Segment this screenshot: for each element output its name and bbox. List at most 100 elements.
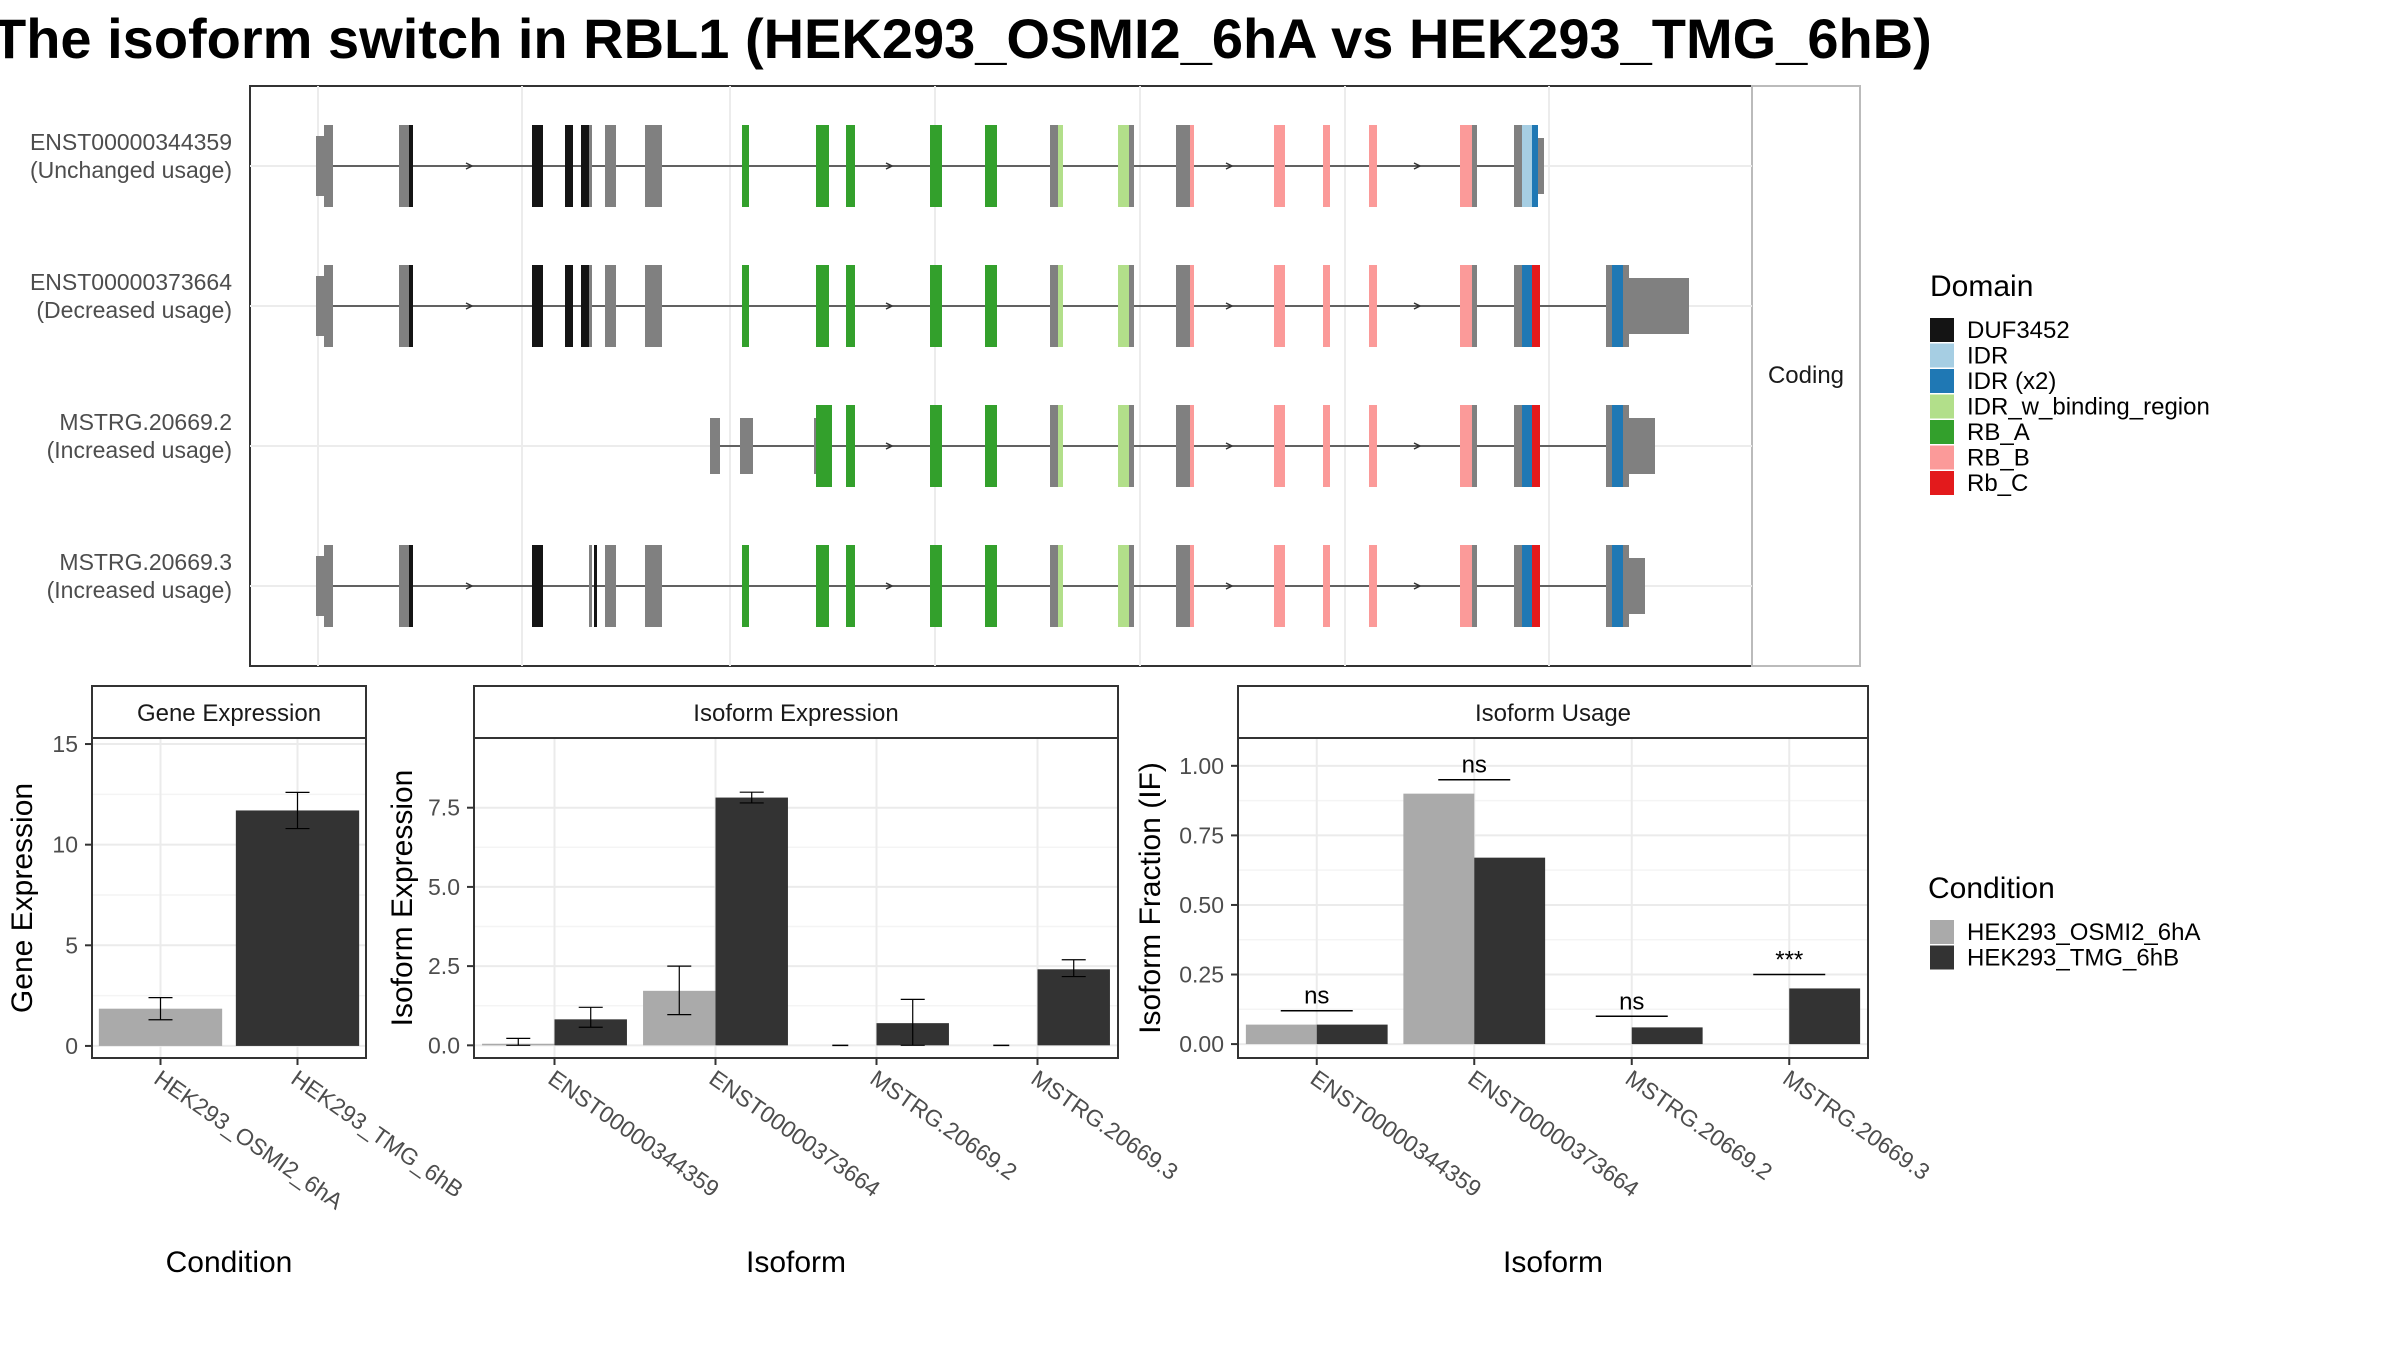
legend-item-label: IDR (x2) (1967, 368, 2056, 395)
exon-segment (846, 405, 855, 487)
exon-segment (409, 125, 413, 207)
exon-segment (1274, 265, 1285, 347)
legend-item-label: IDR (1967, 343, 2008, 370)
exon-segment (649, 265, 662, 347)
exon-segment (816, 545, 829, 627)
y-tick-label: 10 (52, 832, 78, 858)
exon-segment (1612, 545, 1623, 627)
exon-segment (581, 265, 589, 347)
exon-segment (1118, 265, 1129, 347)
exon-segment (930, 265, 942, 347)
exon-segment (605, 265, 616, 347)
exon-segment (1606, 405, 1612, 487)
exon-segment (605, 545, 616, 627)
exon-segment (1460, 405, 1472, 487)
exon-segment (409, 265, 413, 347)
exon-segment (1629, 278, 1689, 334)
exon-segment (1058, 125, 1063, 207)
exon-segment (1050, 545, 1058, 627)
transcript-track (316, 125, 1544, 207)
condition-legend-title: Condition (1928, 872, 2055, 905)
x-tick-label: ENST00000344359 (1306, 1065, 1486, 1202)
exon-segment (742, 125, 749, 207)
y-tick-label: 0.50 (1179, 892, 1224, 918)
transcript-usage-label: (Decreased usage) (36, 297, 232, 323)
exon-segment (1612, 405, 1623, 487)
bar (1403, 793, 1475, 1045)
exon-segment (1176, 545, 1190, 627)
exon-segment (1369, 265, 1377, 347)
exon-segment (1623, 265, 1629, 347)
x-tick-label: ENST00000373664 (705, 1065, 886, 1202)
structure-panel: Coding ENST00000344359(Unchanged usage) E… (30, 85, 1861, 667)
legend-swatch (1930, 343, 1954, 368)
exon-segment (846, 125, 855, 207)
panel-strip (473, 685, 1119, 739)
exon-segment (1118, 125, 1129, 207)
exon-segment (1274, 405, 1285, 487)
exon-segment (985, 125, 997, 207)
exon-segment (1129, 545, 1134, 627)
exon-segment (985, 405, 997, 487)
y-tick-label: 0 (65, 1033, 78, 1059)
x-tick-label: ENST00000373664 (1463, 1065, 1644, 1202)
exon-segment (985, 545, 997, 627)
x-tick-label: MSTRG.20669.2 (1621, 1065, 1777, 1185)
exon-segment (930, 405, 942, 487)
panel-background (1238, 738, 1868, 1058)
exon-segment (1050, 405, 1058, 487)
transcript-id-label: MSTRG.20669.3 (59, 549, 232, 575)
exon-segment (565, 265, 573, 347)
exon-segment (816, 405, 829, 487)
bar (1245, 1024, 1317, 1045)
bar (1789, 988, 1861, 1045)
exon-segment (1522, 125, 1532, 207)
x-axis-label: Isoform (746, 1246, 846, 1279)
strand-arrow (1225, 162, 1234, 170)
transcript-track (316, 265, 1689, 347)
y-tick-label: 0.25 (1179, 962, 1224, 988)
structure-facet-strip (1751, 85, 1861, 667)
exon-segment (1606, 265, 1612, 347)
y-axis-label: Isoform Fraction (IF) (1134, 762, 1167, 1034)
transcript-id-label: MSTRG.20669.2 (59, 409, 232, 435)
y-tick-label: 0.75 (1179, 822, 1224, 848)
exon-segment (1472, 125, 1477, 207)
panel-strip (1237, 685, 1869, 739)
legend-swatch (1930, 920, 1954, 944)
legend-item-label: HEK293_TMG_6hB (1967, 945, 2179, 972)
exon-segment (1274, 125, 1285, 207)
strand-arrow (1225, 302, 1234, 310)
exon-segment (1514, 405, 1522, 487)
transcript-usage-label: (Unchanged usage) (30, 157, 232, 183)
exon-segment (1274, 545, 1285, 627)
strand-arrow (1225, 442, 1234, 450)
exon-segment (1629, 418, 1655, 474)
exon-segment (1050, 265, 1058, 347)
exon-segment (532, 545, 543, 627)
exon-segment (324, 125, 333, 207)
y-tick-label: 5 (65, 932, 78, 958)
exon-segment (649, 545, 662, 627)
strand-arrow (465, 582, 474, 590)
bar-panel: Isoform Expression 0.0 2.5 5.0 7.5 ENST000003… (386, 685, 1183, 1279)
transcript-track (710, 405, 1655, 487)
bar (1037, 969, 1110, 1046)
exon-segment (816, 265, 829, 347)
legend-item-label: IDR_w_binding_region (1967, 394, 2210, 421)
exon-segment (846, 265, 855, 347)
exon-segment (1472, 265, 1477, 347)
legend-item-label: Rb_C (1967, 470, 2028, 497)
strand-arrow (885, 442, 894, 450)
exon-segment (1129, 125, 1134, 207)
exon-segment (710, 418, 720, 474)
legend-swatch (1930, 445, 1954, 470)
exon-segment (409, 545, 413, 627)
exon-segment (1176, 125, 1190, 207)
exon-segment (1369, 545, 1377, 627)
x-tick-label: MSTRG.20669.3 (1778, 1065, 1934, 1185)
structure-facet-label: Coding (1768, 362, 1844, 389)
exon-segment (740, 418, 753, 474)
legend-swatch (1930, 394, 1954, 419)
